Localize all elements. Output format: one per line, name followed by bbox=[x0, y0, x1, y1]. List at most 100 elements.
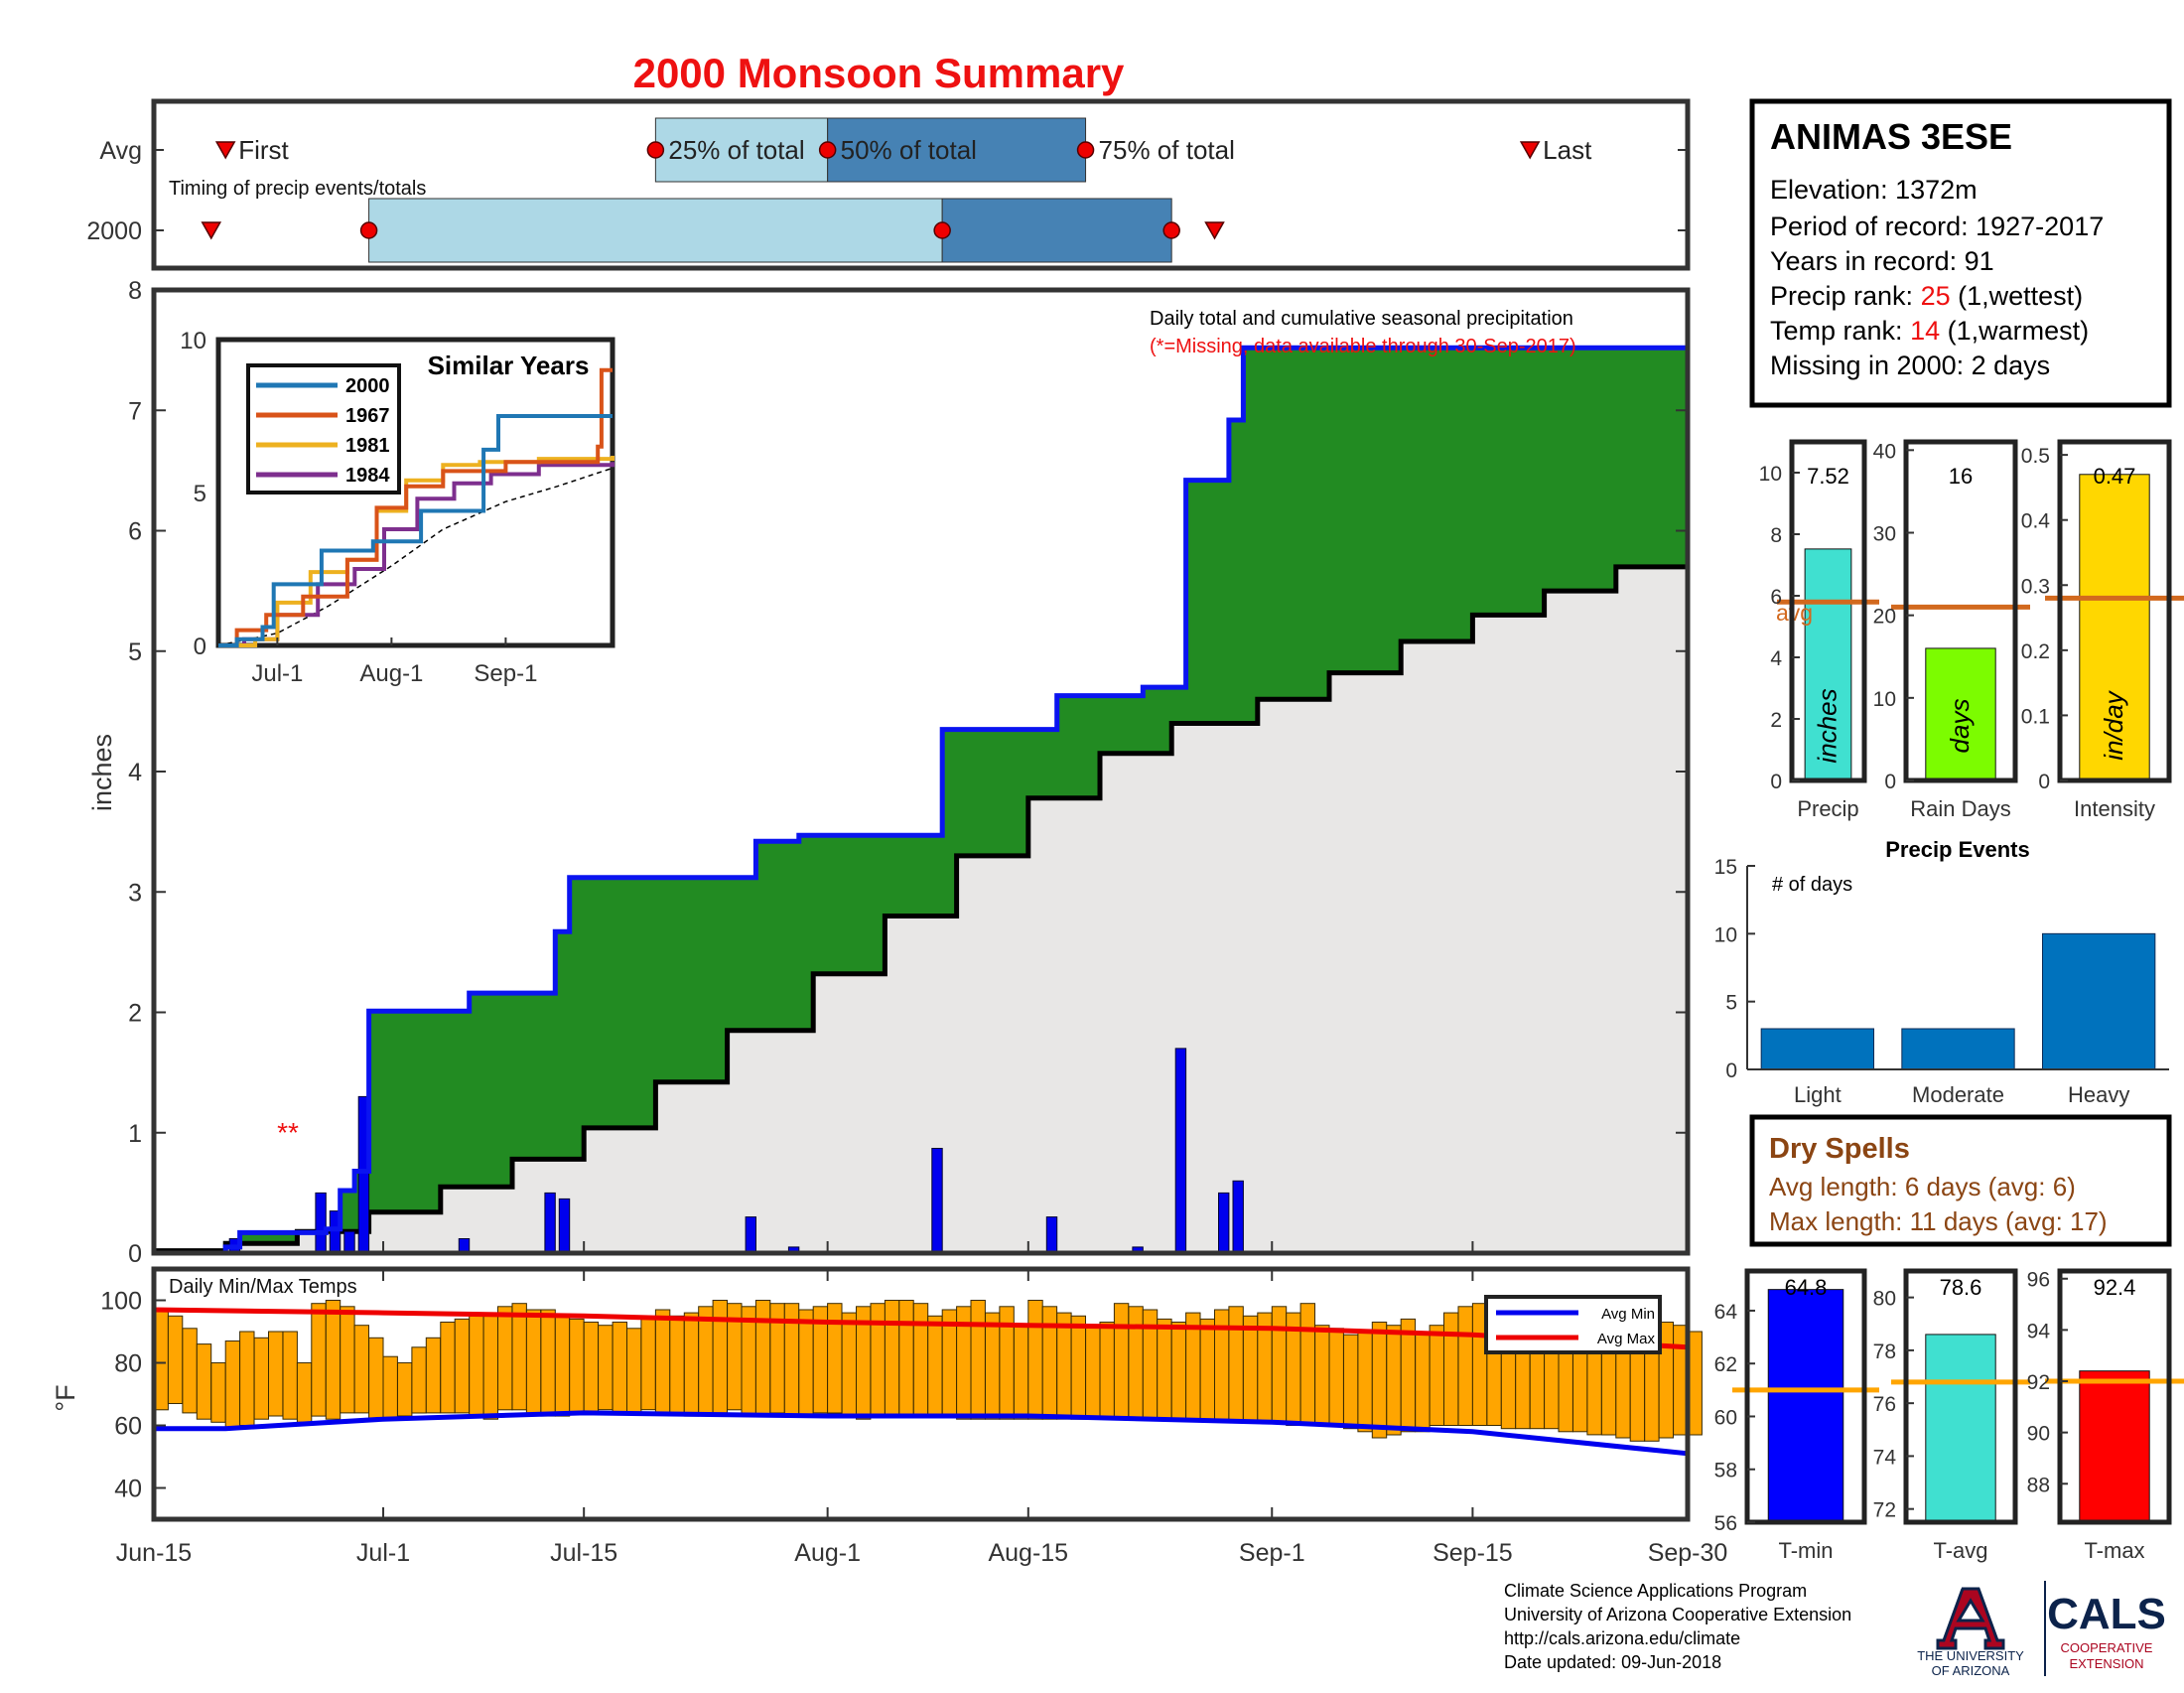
inset-legend-label: 1967 bbox=[345, 405, 390, 427]
t-max-tick-label: 92 bbox=[2027, 1371, 2050, 1394]
y-tick-label: 4 bbox=[128, 759, 142, 786]
timing-dot bbox=[818, 141, 837, 159]
coop-text-1: COOPERATIVE bbox=[2061, 1640, 2153, 1655]
daily-precip-bar bbox=[1174, 1048, 1187, 1254]
temp-range-bar bbox=[340, 1306, 355, 1414]
rain-days-tick-label: 40 bbox=[1873, 440, 1896, 463]
temp-range-bar bbox=[210, 1362, 226, 1423]
x-tick-label: Aug-1 bbox=[794, 1539, 861, 1567]
precip-total-category: Precip bbox=[1797, 796, 1858, 821]
events-tick-label: 0 bbox=[1725, 1059, 1737, 1082]
t-max-value: 92.4 bbox=[2094, 1275, 2136, 1300]
label-last: Last bbox=[1543, 135, 1592, 165]
missing-note: (*=Missing, data available through 30-Se… bbox=[1150, 336, 1576, 357]
rain-days-bar-label: days bbox=[1945, 699, 1975, 754]
temp-y-tick-label: 60 bbox=[114, 1413, 142, 1441]
temp-range-bar bbox=[1314, 1325, 1330, 1426]
temp-range-bar bbox=[698, 1306, 714, 1414]
temp-range-bar bbox=[741, 1306, 756, 1417]
temp-range-bar bbox=[1443, 1312, 1459, 1426]
daily-precip-bar bbox=[1218, 1192, 1230, 1254]
timing-dot bbox=[1162, 221, 1180, 239]
temp-y-tick-label: 40 bbox=[114, 1476, 142, 1503]
precip-total-avg-label: avg bbox=[1776, 600, 1813, 626]
rain-days-category: Rain Days bbox=[1910, 796, 2010, 821]
ua-text-2: OF ARIZONA bbox=[1932, 1663, 2010, 1678]
t-max-bar bbox=[2079, 1370, 2150, 1523]
y-tick-label: 7 bbox=[128, 397, 142, 425]
events-category: Moderate bbox=[1912, 1082, 2004, 1107]
precip-total-tick-label: 10 bbox=[1759, 463, 1782, 486]
x-tick-label: Aug-15 bbox=[988, 1539, 1068, 1567]
temp-range-bar bbox=[353, 1325, 370, 1414]
y-tick-label: 3 bbox=[128, 879, 142, 907]
dry-spells-avg-length: Avg length: 6 days (avg: 6) bbox=[1769, 1172, 2076, 1201]
inset-title: Similar Years bbox=[428, 351, 590, 380]
y-tick-label: 0 bbox=[128, 1240, 142, 1268]
events-bar bbox=[2042, 932, 2156, 1070]
events-category: Heavy bbox=[2068, 1082, 2129, 1107]
temp-range-bar bbox=[1070, 1315, 1086, 1420]
avg-max-line bbox=[153, 1307, 1689, 1350]
temps-legend-box bbox=[1484, 1295, 1662, 1354]
temp-range-bar bbox=[654, 1309, 671, 1414]
events-bar bbox=[1760, 1028, 1874, 1070]
temp-range-bar bbox=[397, 1362, 413, 1417]
footer-line-4: Date updated: 09-Jun-2018 bbox=[1504, 1652, 1721, 1672]
timing-box-50-75 bbox=[941, 198, 1172, 263]
temp-range-bar bbox=[1429, 1325, 1444, 1426]
intensity-tick-label: 0.3 bbox=[2021, 575, 2050, 598]
temp-range-bar bbox=[1328, 1328, 1344, 1427]
temp-range-bar bbox=[1099, 1322, 1115, 1420]
temp-range-bar bbox=[1357, 1331, 1373, 1433]
temp-range-bar bbox=[985, 1312, 1001, 1420]
intensity-tick-label: 0.1 bbox=[2021, 705, 2050, 728]
temps-panel: Daily Min/Max Temps Avg Min Avg Max 40 60 80 1… bbox=[51, 1266, 1727, 1567]
timing-panel: Avg 2000 First 25% of total 50% of total 75% … bbox=[86, 98, 1691, 271]
intensity-tick-label: 0.2 bbox=[2021, 640, 2050, 663]
temp-range-bar bbox=[683, 1312, 700, 1417]
temp-range-bar bbox=[253, 1337, 270, 1420]
t-avg-value: 78.6 bbox=[1940, 1275, 1982, 1300]
x-tick-label: Jun-15 bbox=[116, 1539, 192, 1567]
temp-range-bar bbox=[1271, 1306, 1288, 1423]
label-first: First bbox=[238, 135, 289, 165]
temp-range-bar bbox=[296, 1362, 313, 1423]
t-min-tick-label: 56 bbox=[1714, 1512, 1737, 1535]
intensity-tick-label: 0.5 bbox=[2021, 445, 2050, 468]
temp-range-bar bbox=[482, 1312, 499, 1420]
temp-range-bar bbox=[841, 1312, 857, 1417]
daily-precip-bar bbox=[931, 1148, 943, 1254]
t-max-category: T-max bbox=[2084, 1538, 2144, 1563]
avg-cumulative-area bbox=[154, 554, 1688, 1253]
x-tick-label: Jul-1 bbox=[356, 1539, 410, 1567]
label-25: 25% of total bbox=[668, 135, 804, 165]
events-category: Light bbox=[1794, 1082, 1842, 1107]
rain-days-value: 16 bbox=[1949, 464, 1973, 489]
precip-total-frame bbox=[1789, 439, 1867, 783]
y-tick-label: 5 bbox=[128, 638, 142, 666]
precip-total-tick-label: 6 bbox=[1770, 586, 1782, 609]
temp-range-bar bbox=[311, 1303, 327, 1417]
avg-min-line bbox=[154, 1410, 1689, 1457]
legend-avg-min-label: Avg Min bbox=[1601, 1306, 1655, 1323]
temp-range-bar bbox=[583, 1322, 600, 1414]
rain-days-tick-label: 0 bbox=[1884, 771, 1896, 793]
temp-range-bar bbox=[540, 1309, 556, 1417]
label-50: 50% of total bbox=[841, 135, 977, 165]
temp-range-bar bbox=[454, 1318, 471, 1414]
events-title: Precip Events bbox=[1885, 837, 2030, 862]
temp-range-bar bbox=[1343, 1334, 1359, 1430]
precip-events-panel: Precip Events Light Moderate Heavy # of days… bbox=[1714, 837, 2169, 1107]
daily-precip-bar bbox=[1045, 1216, 1058, 1254]
daily-precip-bar bbox=[1232, 1180, 1244, 1254]
footer: Climate Science Applications Program Uni… bbox=[1504, 1581, 2166, 1678]
intensity-value: 0.47 bbox=[2094, 464, 2136, 489]
station-temp-rank: Temp rank: 14 (1,warmest) bbox=[1770, 316, 2089, 346]
t-avg-tick-label: 76 bbox=[1873, 1393, 1896, 1416]
temps-title: Daily Min/Max Temps bbox=[169, 1276, 357, 1298]
temp-range-bar bbox=[754, 1300, 771, 1417]
temp-range-bar bbox=[239, 1331, 255, 1426]
temp-range-bar bbox=[569, 1318, 585, 1414]
